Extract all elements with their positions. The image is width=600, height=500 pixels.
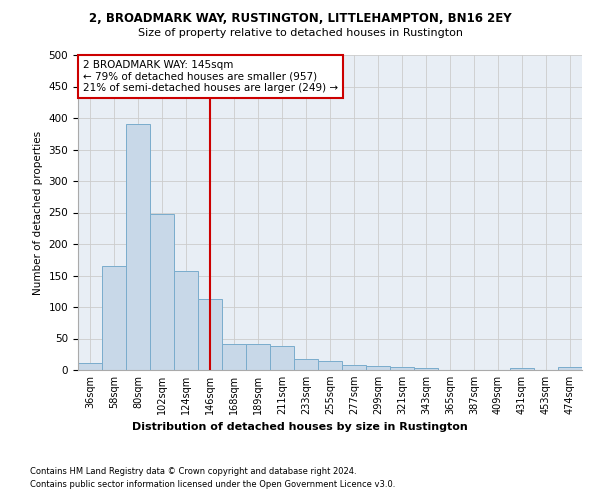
Bar bbox=[198, 299, 222, 370]
Text: Contains public sector information licensed under the Open Government Licence v3: Contains public sector information licen… bbox=[30, 480, 395, 489]
Bar bbox=[558, 368, 582, 370]
Text: Distribution of detached houses by size in Rustington: Distribution of detached houses by size … bbox=[132, 422, 468, 432]
Bar bbox=[318, 361, 342, 370]
Bar bbox=[414, 368, 438, 370]
Text: Size of property relative to detached houses in Rustington: Size of property relative to detached ho… bbox=[137, 28, 463, 38]
Bar bbox=[102, 266, 126, 370]
Bar bbox=[222, 344, 246, 370]
Bar bbox=[174, 271, 198, 370]
Text: Contains HM Land Registry data © Crown copyright and database right 2024.: Contains HM Land Registry data © Crown c… bbox=[30, 468, 356, 476]
Text: 2, BROADMARK WAY, RUSTINGTON, LITTLEHAMPTON, BN16 2EY: 2, BROADMARK WAY, RUSTINGTON, LITTLEHAMP… bbox=[89, 12, 511, 26]
Bar bbox=[270, 346, 294, 370]
Bar bbox=[150, 214, 174, 370]
Bar bbox=[78, 363, 102, 370]
Bar bbox=[126, 124, 150, 370]
Y-axis label: Number of detached properties: Number of detached properties bbox=[33, 130, 43, 294]
Bar bbox=[342, 365, 366, 370]
Bar bbox=[294, 358, 318, 370]
Bar bbox=[510, 368, 534, 370]
Bar bbox=[366, 366, 390, 370]
Text: 2 BROADMARK WAY: 145sqm
← 79% of detached houses are smaller (957)
21% of semi-d: 2 BROADMARK WAY: 145sqm ← 79% of detache… bbox=[83, 60, 338, 93]
Bar bbox=[246, 344, 270, 370]
Bar bbox=[390, 367, 414, 370]
